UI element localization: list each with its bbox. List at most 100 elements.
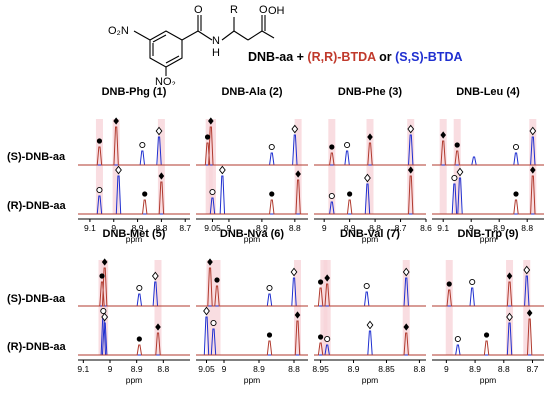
peak-filled-circle-marker: [204, 134, 211, 140]
x-axis-unit-label: ppm: [244, 375, 261, 385]
x-axis-unit-label: ppm: [362, 234, 379, 244]
highlight-band: [366, 119, 374, 214]
highlight-band: [101, 260, 109, 355]
peak-filled-circle-marker: [513, 191, 519, 197]
s-btda-trace-r: [314, 183, 426, 215]
peak-open-circle-marker: [96, 186, 103, 194]
peak-open-diamond-marker: [529, 126, 537, 136]
headline-joiner: or: [375, 50, 396, 64]
x-tick-label: 9: [108, 364, 113, 374]
peak-open-diamond-marker: [290, 267, 298, 277]
peak-filled-diamond-marker: [324, 274, 330, 282]
peak-filled-circle-marker: [214, 277, 220, 283]
peak-filled-diamond-marker: [208, 117, 214, 125]
x-tick-label: 9: [227, 223, 232, 233]
peak-filled-diamond-marker: [530, 166, 536, 174]
spectrum-panel-7: DNB-Val (7) 8.95 8.9 8.85 8.8 ppm: [312, 228, 426, 385]
peak-open-circle-marker: [454, 335, 461, 343]
peak-open-diamond-marker: [456, 167, 464, 177]
panel-title: DNB-Nva (6): [220, 228, 285, 240]
peak-open-circle-marker: [100, 307, 107, 315]
highlight-band: [157, 119, 165, 214]
r-btda-trace-r: [314, 175, 426, 215]
panel-title: DNB-Phg (1): [102, 86, 167, 98]
r-btda-trace-s: [432, 281, 544, 307]
peak-filled-circle-marker: [446, 281, 452, 287]
x-tick-label: 9.05: [198, 364, 215, 374]
x-tick-label: 8.7: [179, 223, 191, 233]
x-tick-label: 8.9: [493, 223, 505, 233]
spectrum-panel-3: DNB-Phe (3) 9 8.9 8.8 8.7 8.6 ppm: [314, 86, 432, 244]
rr-btda-label: (R,R)-BTDA: [307, 50, 376, 64]
x-tick-label: 8.85: [378, 364, 395, 374]
highlight-band: [294, 260, 301, 355]
row-label-s-top: (S)-DNB-aa: [7, 151, 66, 163]
peak-filled-diamond-marker: [367, 133, 373, 141]
peak-open-diamond-marker: [407, 124, 415, 134]
peak-open-diamond-marker: [115, 165, 122, 175]
x-tick-label: 8.9: [256, 223, 268, 233]
peak-open-diamond-marker: [364, 173, 371, 183]
r-btda-trace-s: [78, 267, 190, 307]
peak-open-diamond-marker: [402, 267, 410, 277]
acid-oxygen-label: O: [259, 4, 268, 16]
peak-filled-diamond-marker: [101, 258, 108, 266]
x-tick-label: 8.9: [469, 364, 481, 374]
panel-title: DNB-Leu (4): [456, 86, 520, 98]
x-tick-label: 8.8: [288, 364, 300, 374]
peak-filled-circle-marker: [266, 332, 273, 338]
peak-open-circle-marker: [344, 141, 351, 149]
r-btda-trace-s: [314, 283, 426, 307]
peak-filled-circle-marker: [99, 273, 105, 279]
peak-filled-diamond-marker: [158, 172, 165, 180]
amide-h-label: H: [212, 47, 220, 59]
x-tick-label: 8.8: [155, 223, 167, 233]
peak-filled-circle-marker: [142, 191, 148, 197]
x-tick-label: 8.7: [395, 223, 407, 233]
r-btda-trace-s: [432, 140, 544, 166]
r-btda-trace-r: [314, 332, 426, 356]
spectrum-panel-4: DNB-Leu (4) 9.1 9 8.9 8.8 ppm: [432, 86, 544, 244]
highlight-band: [453, 119, 461, 214]
amide-oxygen-label: O: [194, 4, 203, 16]
highlight-band: [213, 260, 221, 355]
peak-open-diamond-marker: [218, 165, 226, 175]
highlight-band: [206, 260, 214, 355]
peak-open-circle-marker: [363, 282, 370, 290]
highlight-band: [523, 260, 531, 355]
peak-open-diamond-marker: [523, 265, 531, 275]
x-tick-label: 9: [322, 223, 327, 233]
peak-filled-diamond-marker: [403, 323, 410, 331]
s-btda-trace-s: [432, 136, 544, 166]
x-tick-label: 8.8: [521, 223, 533, 233]
spectrum-panel-6: DNB-Nva (6) 9.05 9 8.9 8.8 ppm: [196, 228, 308, 385]
peak-open-diamond-marker: [366, 320, 374, 330]
x-axis-unit-label: ppm: [480, 234, 497, 244]
peak-filled-diamond-marker: [155, 323, 161, 331]
x-tick-label: 9.1: [437, 223, 449, 233]
side-chain-r-label: R: [230, 4, 238, 16]
peak-open-diamond-marker: [151, 271, 159, 281]
peak-filled-diamond-marker: [207, 258, 213, 266]
figure-headline: DNB-aa + (R,R)-BTDA or (S,S)-BTDA: [248, 50, 463, 64]
x-axis-unit-label: ppm: [126, 375, 143, 385]
peak-filled-circle-marker: [454, 142, 460, 148]
peak-filled-circle-marker: [136, 336, 142, 342]
peak-filled-circle-marker: [483, 332, 490, 338]
peak-open-circle-marker: [266, 284, 273, 292]
r-btda-trace-r: [196, 179, 308, 215]
x-tick-label: 9: [222, 364, 227, 374]
x-tick-label: 8.9: [132, 223, 144, 233]
peak-filled-diamond-marker: [506, 272, 513, 280]
x-tick-label: 8.9: [253, 364, 265, 374]
x-tick-label: 8.9: [348, 364, 360, 374]
peak-open-circle-marker: [451, 174, 458, 182]
x-tick-label: 9: [469, 223, 474, 233]
peak-open-diamond-marker: [155, 126, 163, 136]
peak-open-diamond-marker: [506, 312, 513, 322]
highlight-band: [95, 119, 103, 214]
panel-title: DNB-Phe (3): [338, 86, 403, 98]
peak-open-diamond-marker: [291, 124, 299, 134]
x-tick-label: 9.05: [204, 223, 221, 233]
